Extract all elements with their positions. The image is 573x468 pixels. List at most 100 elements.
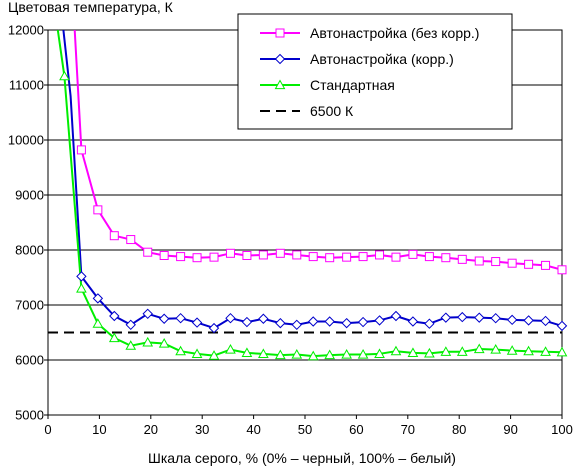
legend: Автонастройка (без корр.) Автонастройка (… — [237, 13, 513, 130]
data-point-diamond — [506, 314, 518, 326]
legend-marker — [274, 79, 286, 90]
data-point-square — [507, 258, 517, 268]
data-point-triangle — [456, 346, 468, 356]
data-point-square — [325, 253, 335, 263]
data-point-diamond — [424, 318, 435, 329]
x-tick-label: 0 — [44, 422, 51, 437]
data-point-square — [275, 248, 285, 258]
data-point-diamond — [490, 312, 501, 324]
x-tick-label: 100 — [551, 422, 573, 437]
x-tick-label: 60 — [349, 422, 363, 437]
data-point-square — [457, 254, 467, 264]
y-tick-label: 9000 — [15, 188, 44, 203]
data-point-square — [225, 248, 235, 258]
data-point-diamond — [291, 319, 302, 331]
data-point-square — [557, 265, 567, 275]
data-point-square — [308, 252, 318, 262]
data-point-square — [209, 252, 219, 262]
data-point-triangle — [108, 332, 120, 343]
data-point-triangle — [324, 349, 336, 360]
data-point-triangle — [473, 343, 485, 354]
y-tick-label: 5000 — [15, 408, 44, 423]
data-point-triangle — [175, 345, 186, 356]
legend-marker — [275, 28, 285, 38]
data-point-square — [109, 231, 119, 241]
data-point-diamond — [125, 319, 136, 331]
data-point-square — [375, 250, 385, 260]
data-point-triangle — [76, 282, 87, 293]
data-point-triangle — [158, 337, 170, 348]
legend-label: 6500 К — [310, 103, 354, 119]
data-point-diamond — [92, 293, 104, 304]
y-tick-label: 12000 — [8, 23, 44, 38]
x-tick-label: 10 — [92, 422, 106, 437]
data-point-square — [541, 260, 551, 270]
data-point-triangle — [307, 350, 319, 361]
data-point-square — [258, 250, 268, 260]
data-point-triangle — [440, 346, 452, 356]
data-point-diamond — [275, 317, 286, 329]
data-point-square — [358, 252, 368, 262]
data-point-diamond — [474, 312, 485, 323]
x-tick-labels: 0 10 20 30 40 50 60 70 80 90 100 — [44, 415, 573, 437]
data-point-triangle — [92, 318, 104, 328]
data-point-triangle — [357, 348, 369, 359]
x-tick-label: 50 — [298, 422, 312, 437]
data-point-square — [143, 247, 153, 257]
data-point-diamond — [241, 316, 253, 328]
data-point-diamond — [175, 312, 186, 324]
data-point-square — [408, 249, 418, 259]
data-point-diamond — [208, 322, 220, 334]
data-point-triangle — [142, 336, 154, 347]
data-point-square — [292, 250, 302, 260]
data-point-diamond — [357, 316, 369, 328]
y-tick-label: 11000 — [9, 78, 44, 93]
data-point-square — [242, 251, 252, 260]
data-point-diamond — [225, 312, 236, 324]
x-tick-label: 20 — [144, 422, 158, 437]
data-point-diamond — [374, 315, 385, 326]
data-point-triangle — [341, 348, 352, 359]
y-tick-label: 7000 — [15, 298, 44, 313]
data-point-triangle — [374, 348, 385, 359]
legend-label: Автонастройка (корр.) — [310, 51, 454, 67]
x-tick-label: 90 — [503, 422, 517, 437]
data-point-triangle — [225, 344, 236, 354]
data-point-diamond — [457, 311, 468, 323]
data-point-triangle — [59, 70, 70, 81]
data-point-square — [524, 259, 534, 269]
data-point-triangle — [241, 347, 253, 357]
data-point-square — [176, 252, 186, 262]
data-point-square — [424, 252, 434, 262]
data-point-square — [159, 251, 169, 260]
data-point-square — [76, 145, 86, 155]
data-point-diamond — [76, 271, 87, 282]
y-tick-label: 10000 — [8, 133, 44, 148]
y-tick-label: 6000 — [15, 353, 44, 368]
data-point-triangle — [523, 345, 534, 356]
data-point-diamond — [324, 316, 335, 327]
data-point-square — [342, 252, 352, 262]
data-point-diamond — [308, 316, 319, 327]
legend-marker — [274, 53, 286, 65]
x-axis-title: Шкала серого, % (0% – черный, 100% – бел… — [148, 450, 456, 466]
data-point-triangle — [208, 350, 220, 360]
x-tick-label: 40 — [246, 422, 260, 437]
y-axis-title: Цветовая температура, К — [8, 0, 174, 15]
data-point-triangle — [407, 347, 419, 357]
data-point-diamond — [556, 320, 568, 332]
data-point-triangle — [274, 349, 286, 360]
data-point-triangle — [556, 346, 568, 357]
data-point-diamond — [142, 308, 153, 320]
y-tick-labels: 5000 6000 7000 8000 9000 10000 11000 12000 — [8, 23, 48, 423]
data-point-triangle — [540, 346, 551, 356]
data-point-diamond — [540, 315, 551, 327]
data-point-triangle — [506, 345, 518, 355]
data-point-diamond — [158, 313, 170, 324]
data-point-square — [491, 257, 501, 267]
data-point-square — [93, 205, 103, 215]
data-point-square — [391, 252, 401, 262]
data-point-square — [441, 253, 451, 263]
x-tick-label: 80 — [452, 422, 466, 437]
